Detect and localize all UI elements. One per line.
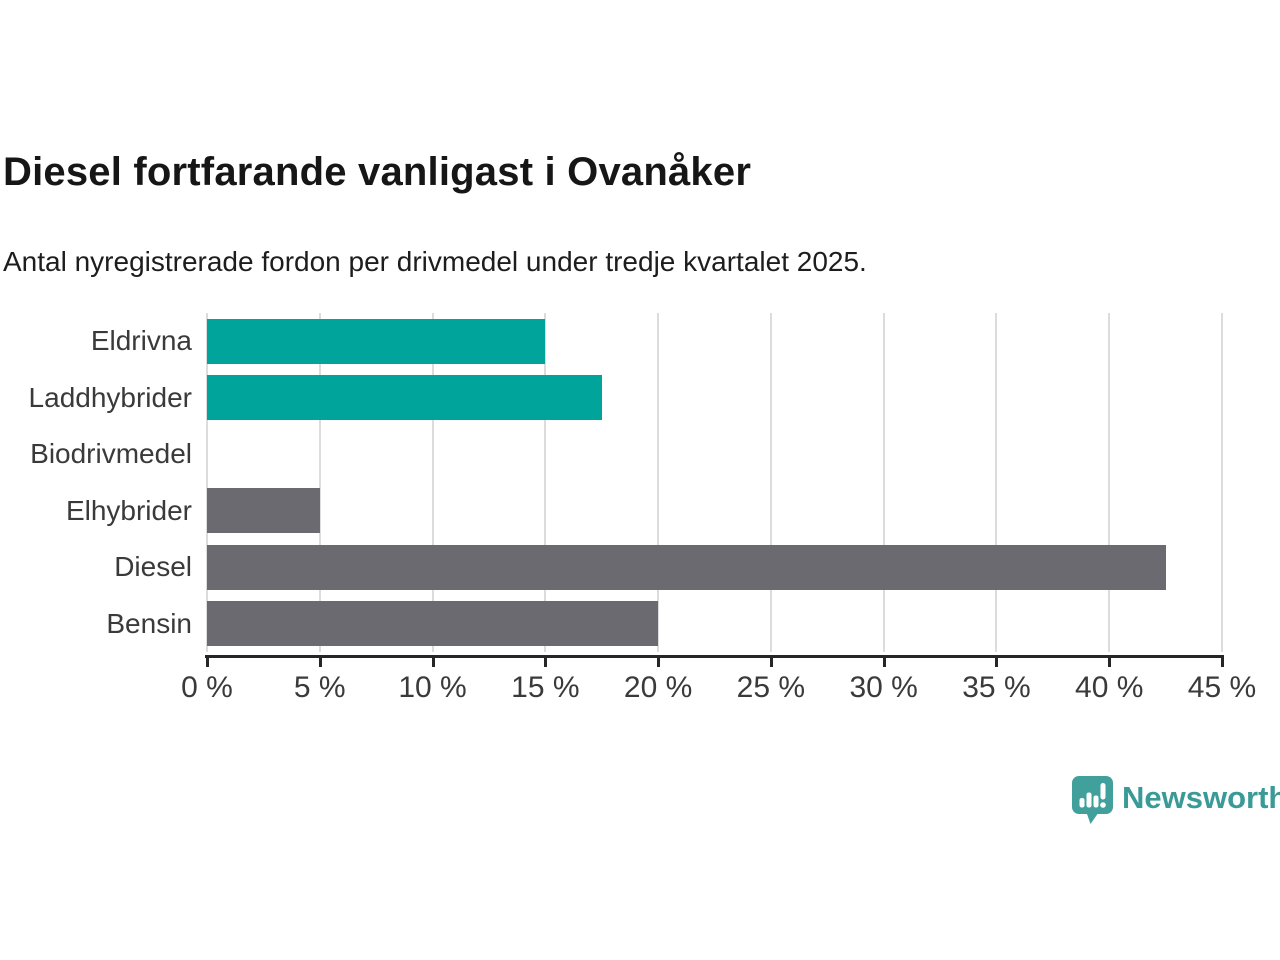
x-tick-label-45: 45 % — [1187, 671, 1257, 704]
gridline-20 — [657, 313, 660, 652]
gridline-0 — [206, 313, 208, 652]
gridline-45 — [1221, 313, 1223, 652]
x-tick-label-20: 20 % — [623, 671, 693, 704]
exclamation-stem — [1100, 783, 1106, 800]
gridline-30 — [882, 313, 885, 652]
chart-bar-tall — [1086, 792, 1092, 808]
bar-diesel — [207, 544, 1166, 590]
x-tick-label-35: 35 % — [962, 671, 1031, 704]
category-label-diesel: Diesel — [114, 551, 192, 583]
y-axis-category-labels: Eldrivna Laddhybrider Biodrivmedel Elhybrid… — [0, 313, 192, 652]
chart-title: Diesel fortfarande vanligast i Ovanåker — [3, 150, 752, 194]
x-tick-label-25: 25 % — [736, 671, 806, 704]
chart-bar-small — [1079, 798, 1085, 808]
x-tick-mark-30 — [882, 658, 886, 667]
plot-area — [206, 313, 1223, 652]
x-axis: 0 % 5 % 10 % 15 % 20 % 25 % 30 % 35 % 40 % 45 % — [181, 655, 1256, 715]
gridline-25 — [769, 313, 772, 652]
speech-bubble-shape — [1072, 776, 1113, 824]
x-tick-mark-35 — [995, 658, 999, 667]
gridline-10 — [431, 313, 434, 652]
x-tick-mark-10 — [431, 658, 435, 667]
gridline-40 — [1108, 313, 1111, 652]
chart-subtitle: Antal nyregistrerade fordon per drivmede… — [3, 246, 867, 277]
bar-elhybrider — [207, 488, 320, 534]
brand-wordmark: Newsworthy — [1122, 780, 1280, 815]
x-tick-label-30: 30 % — [849, 671, 918, 704]
chart-bar-medium — [1093, 795, 1099, 808]
gridline-35 — [995, 313, 998, 652]
x-tick-mark-0 — [206, 658, 209, 667]
bar-bensin — [207, 601, 659, 647]
category-label-elhybrider: Elhybrider — [65, 494, 192, 526]
x-tick-label-15: 15 % — [511, 671, 580, 704]
x-tick-label-10: 10 % — [398, 671, 467, 704]
branding: Newsworthy — [1072, 776, 1280, 824]
x-tick-mark-15 — [544, 658, 548, 667]
x-tick-mark-5 — [318, 658, 322, 667]
category-label-biodrivmedel: Biodrivmedel — [30, 438, 192, 470]
gridline-5 — [318, 313, 321, 652]
category-label-laddhybrider: Laddhybrider — [28, 381, 192, 413]
x-tick-label-5: 5 % — [293, 671, 346, 704]
x-tick-label-40: 40 % — [1075, 671, 1144, 704]
newsworthy-logo-icon — [1072, 776, 1113, 824]
exclamation-dot — [1100, 802, 1106, 808]
x-tick-mark-45 — [1221, 658, 1224, 667]
bar-laddhybrider — [207, 375, 602, 421]
x-axis-line — [205, 655, 1224, 658]
gridline-15 — [544, 313, 547, 652]
x-tick-mark-40 — [1108, 658, 1112, 667]
category-label-bensin: Bensin — [106, 607, 192, 639]
x-tick-mark-20 — [657, 658, 661, 667]
bar-eldrivna — [207, 318, 546, 364]
category-label-eldrivna: Eldrivna — [90, 325, 192, 357]
x-tick-mark-25 — [769, 658, 773, 667]
x-tick-label-0: 0 % — [181, 671, 233, 704]
